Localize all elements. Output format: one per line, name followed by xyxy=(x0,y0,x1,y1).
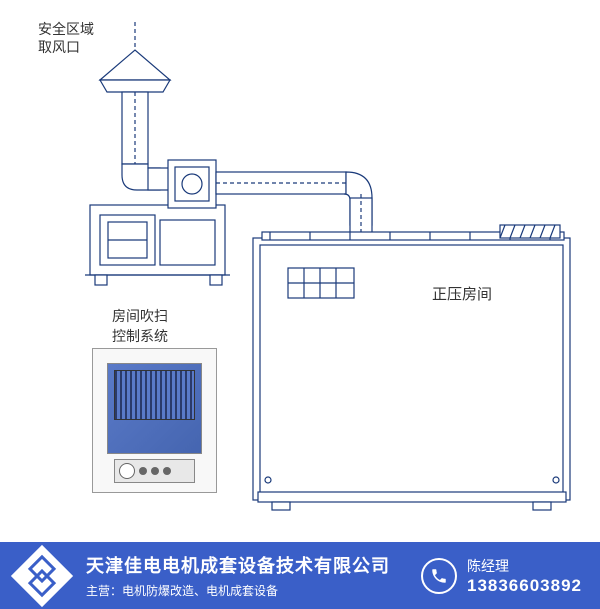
system-diagram: 安全区域 取风口 房间吹扫 控制系统 正压房间 xyxy=(0,0,600,542)
room-label: 正压房间 xyxy=(432,283,492,304)
gauge-icon xyxy=(119,463,135,479)
control-box xyxy=(92,348,217,493)
contact-name: 陈经理 xyxy=(467,556,582,576)
contact-phone: 13836603892 xyxy=(467,576,582,596)
company-business-line: 主营：电机防爆改造、电机成套设备 xyxy=(86,582,421,599)
knob-icon xyxy=(139,467,147,475)
company-name: 天津佳电电机成套设备技术有限公司 xyxy=(86,552,421,578)
control-box-grille xyxy=(114,370,195,420)
pressure-room xyxy=(253,225,570,510)
intake-label: 安全区域 取风口 xyxy=(38,20,94,56)
footer-banner: 天津佳电电机成套设备技术有限公司 主营：电机防爆改造、电机成套设备 陈经理 13… xyxy=(0,542,600,609)
knob-icon xyxy=(163,467,171,475)
phone-icon xyxy=(421,558,457,594)
knob-icon xyxy=(151,467,159,475)
control-system-label: 房间吹扫 控制系统 xyxy=(112,307,168,346)
control-box-controls xyxy=(114,459,195,483)
company-logo xyxy=(11,544,73,606)
control-box-panel xyxy=(107,363,202,454)
contact-block: 陈经理 13836603892 xyxy=(467,556,582,596)
company-info: 天津佳电电机成套设备技术有限公司 主营：电机防爆改造、电机成套设备 xyxy=(86,552,421,599)
